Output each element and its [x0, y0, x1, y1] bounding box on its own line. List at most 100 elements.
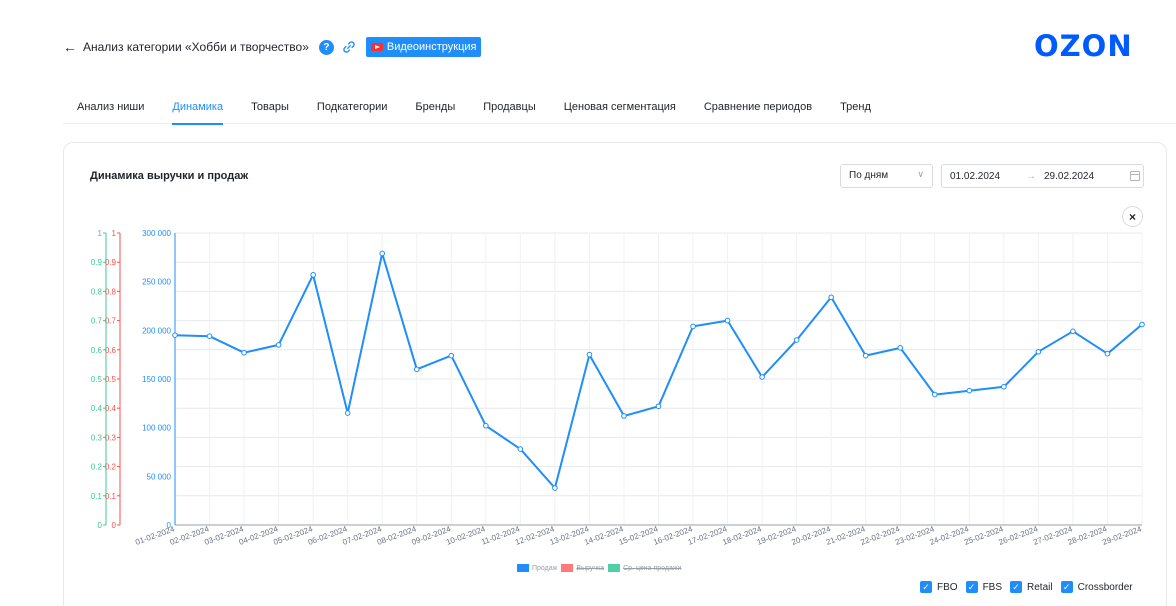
- legend-item-avg-price[interactable]: Ср. цена продажи: [608, 564, 681, 572]
- date-from-input[interactable]: 01.02.2024: [950, 170, 1001, 182]
- x-tick-label: 10-02-2024: [445, 524, 487, 547]
- chart-legend: Продаж Выручка Ср. цена продажи: [517, 564, 681, 572]
- data-point: [690, 323, 696, 330]
- data-point: [1001, 383, 1007, 390]
- data-point: [966, 387, 973, 394]
- channel-filters: ✓ FBO ✓ FBS ✓ Retail ✓ Crossborder: [920, 581, 1133, 593]
- y-tick-label: 50 000: [147, 472, 172, 481]
- y-red-tick-label: 0.5: [105, 375, 117, 384]
- filter-retail-label: Retail: [1027, 581, 1053, 593]
- tab-dynamics[interactable]: Динамика: [158, 94, 237, 125]
- period-select[interactable]: По дням ∨: [840, 164, 933, 188]
- y-red-tick-label: 0.7: [105, 317, 117, 326]
- help-icon[interactable]: ?: [318, 39, 334, 55]
- tab-trend[interactable]: Тренд: [840, 101, 871, 113]
- data-point: [828, 294, 834, 301]
- y-tick-label: 0: [167, 521, 172, 530]
- data-point: [1104, 350, 1111, 357]
- filter-fbs-label: FBS: [982, 581, 1003, 593]
- video-instruction-label: Видеоинструкция: [386, 41, 477, 53]
- page-title: Анализ категории «Хобби и творчество»: [83, 40, 309, 54]
- period-select-value: По дням: [849, 170, 889, 181]
- filter-retail[interactable]: ✓ Retail: [1010, 581, 1053, 593]
- data-point: [448, 352, 455, 359]
- dynamics-card: Динамика выручки и продаж По дням ∨ 01.0…: [63, 142, 1167, 606]
- y-tick-label: 250 000: [142, 278, 171, 287]
- checkbox-checked-icon[interactable]: ✓: [965, 581, 978, 593]
- tab-bar: Анализ ниши Динамика Товары Подкатегории…: [63, 94, 1176, 125]
- date-to-input[interactable]: 29.02.2024: [1044, 170, 1095, 182]
- checkbox-checked-icon[interactable]: ✓: [1010, 581, 1023, 593]
- checkbox-checked-icon[interactable]: ✓: [1060, 581, 1073, 593]
- legend-item-revenue[interactable]: Выручка: [561, 564, 604, 572]
- y-green-tick-label: 0.1: [91, 492, 103, 501]
- link-icon[interactable]: [342, 40, 356, 54]
- data-point: [552, 485, 558, 491]
- data-point: [172, 332, 178, 338]
- y-green-tick-label: 0: [98, 521, 103, 530]
- close-button[interactable]: ×: [1122, 206, 1143, 227]
- data-point: [379, 250, 386, 257]
- tab-products[interactable]: Товары: [251, 101, 289, 113]
- filter-crossborder[interactable]: ✓ Crossborder: [1060, 581, 1133, 593]
- y-red-tick-label: 0.9: [105, 258, 117, 267]
- checkbox-checked-icon[interactable]: ✓: [920, 581, 932, 593]
- tab-period-comparison[interactable]: Сравнение периодов: [703, 101, 813, 113]
- data-point: [241, 349, 247, 356]
- sales-line-chart: 0 50 000 100 000 150 000 200 000 250 000 300 0…: [91, 229, 1145, 547]
- calendar-icon[interactable]: [1130, 171, 1140, 181]
- y-red-tick-label: 0.2: [105, 463, 117, 472]
- y-tick-label: 300 000: [142, 229, 171, 238]
- y-green-tick-label: 0.5: [91, 375, 103, 384]
- back-arrow-icon[interactable]: ←: [63, 39, 77, 55]
- legend-swatch-revenue: [561, 564, 574, 572]
- data-point: [621, 413, 627, 419]
- legend-item-sales[interactable]: Продаж: [517, 564, 557, 572]
- data-point: [413, 366, 420, 373]
- data-point: [724, 317, 731, 324]
- legend-label-revenue: Выручка: [576, 564, 605, 572]
- data-point: [759, 374, 765, 380]
- data-point: [1139, 321, 1145, 328]
- filter-fbo-label: FBO: [937, 581, 958, 593]
- date-range-arrow-icon: →: [1026, 170, 1036, 182]
- y-red-tick-label: 0.1: [105, 492, 117, 501]
- legend-label-sales: Продаж: [532, 564, 558, 572]
- tab-subcategories[interactable]: Подкатегории: [316, 101, 388, 113]
- data-point: [483, 422, 489, 429]
- card-title: Динамика выручки и продаж: [90, 170, 249, 182]
- y-red-tick-label: 0: [112, 521, 117, 530]
- data-point: [1070, 328, 1076, 335]
- filter-fbs[interactable]: ✓ FBS: [965, 581, 1003, 593]
- date-range-picker[interactable]: 01.02.2024 → 29.02.2024: [941, 164, 1144, 188]
- ozon-logo[interactable]: OZON: [1034, 29, 1133, 63]
- page-header: ← Анализ категории «Хобби и творчество» …: [63, 36, 482, 58]
- data-point: [793, 337, 800, 343]
- youtube-icon: [370, 43, 383, 51]
- y-red-tick-label: 0.4: [105, 404, 117, 413]
- y-green-tick-label: 0.3: [91, 433, 103, 442]
- x-tick-label: 29-02-2024: [1101, 524, 1143, 547]
- tab-sellers[interactable]: Продавцы: [483, 101, 536, 113]
- data-point: [275, 342, 282, 348]
- data-point: [517, 446, 524, 452]
- y-red-tick-label: 1: [112, 229, 117, 238]
- y-tick-label: 100 000: [142, 424, 171, 433]
- data-point: [931, 391, 938, 398]
- y-red-tick-label: 0.6: [105, 346, 117, 355]
- filter-crossborder-label: Crossborder: [1077, 581, 1133, 593]
- y-tick-label: 200 000: [142, 326, 171, 335]
- video-instruction-button[interactable]: Видеоинструкция: [365, 37, 482, 57]
- y-green-tick-label: 0.2: [91, 463, 103, 472]
- y-green-tick-label: 1: [98, 229, 103, 238]
- y-green-tick-label: 0.9: [91, 258, 103, 267]
- data-point: [206, 333, 213, 339]
- y-green-tick-label: 0.4: [91, 404, 103, 413]
- legend-swatch-sales: [517, 564, 529, 572]
- filter-fbo[interactable]: ✓ FBO: [920, 581, 958, 593]
- tab-niche-analysis[interactable]: Анализ ниши: [77, 101, 145, 113]
- tab-brands[interactable]: Бренды: [415, 101, 456, 113]
- tab-price-segmentation[interactable]: Ценовая сегментация: [563, 101, 676, 113]
- data-point: [310, 272, 316, 278]
- legend-swatch-avg-price: [608, 564, 621, 572]
